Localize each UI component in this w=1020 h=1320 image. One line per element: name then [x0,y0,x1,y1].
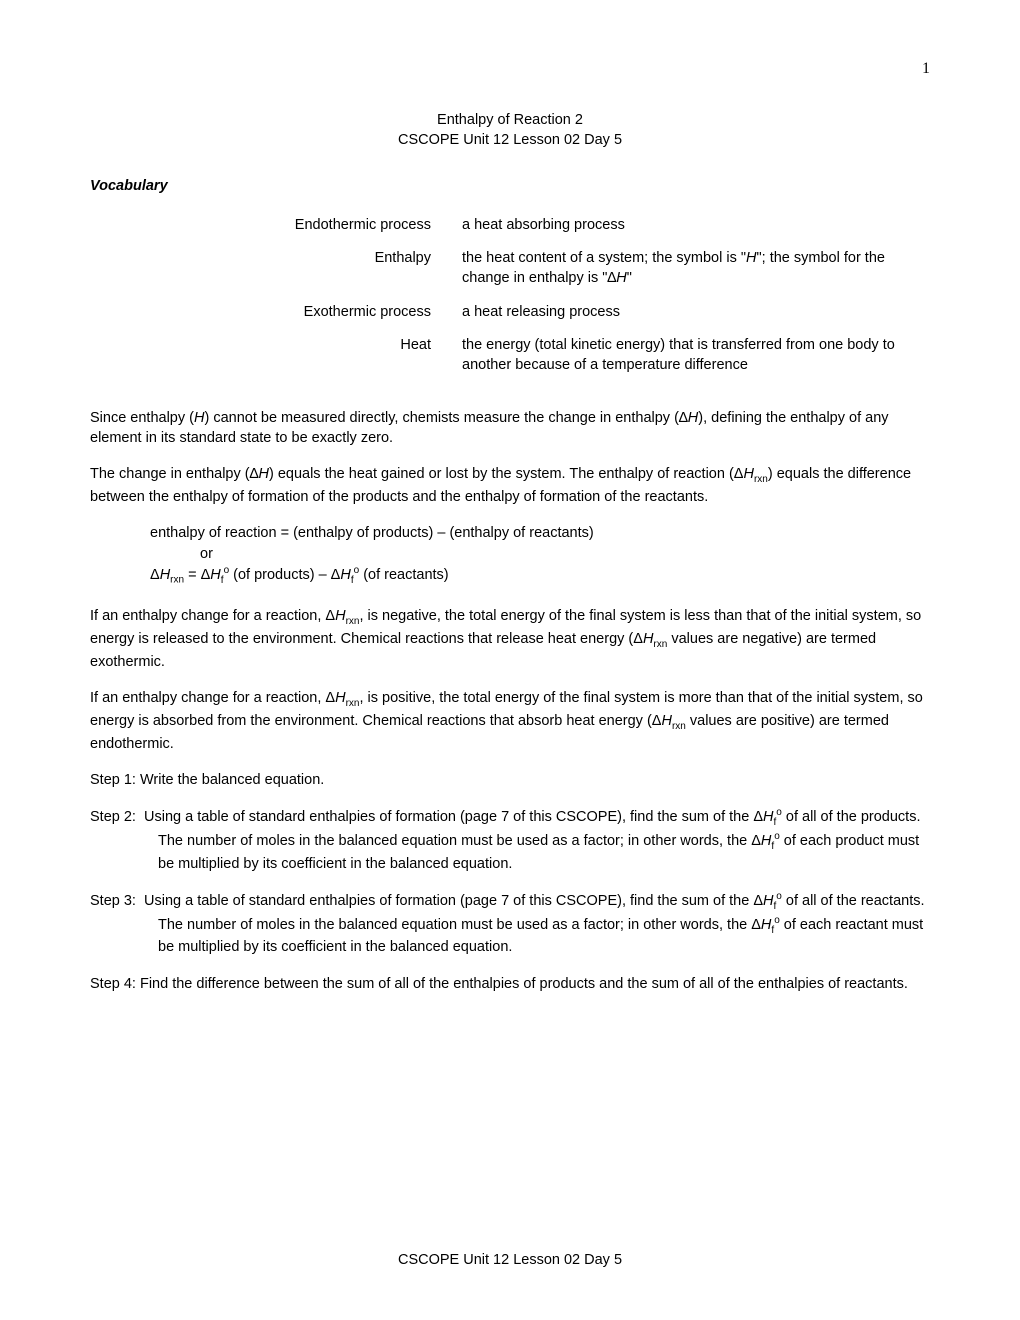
vocab-def: the heat content of a system; the symbol… [461,247,923,301]
vocab-def: a heat releasing process [461,301,923,334]
table-row: Exothermic process a heat releasing proc… [210,301,923,334]
equation-line: ΔHrxn = ΔHfo (of products) – ΔHfo (of re… [150,564,930,588]
step-3: Step 3: Using a table of standard enthal… [90,890,930,958]
paragraph: The change in enthalpy (∆H) equals the h… [90,464,930,507]
page: 1 Enthalpy of Reaction 2 CSCOPE Unit 12 … [0,0,1020,1320]
equation-line: enthalpy of reaction = (enthalpy of prod… [150,523,930,543]
step-4: Step 4: Find the difference between the … [90,974,930,994]
vocab-term: Heat [210,334,461,388]
vocab-table: Endothermic process a heat absorbing pro… [210,214,923,388]
vocab-def: a heat absorbing process [461,214,923,247]
equation-block: enthalpy of reaction = (enthalpy of prod… [150,523,930,587]
title-line-1: Enthalpy of Reaction 2 [90,110,930,130]
title-line-2: CSCOPE Unit 12 Lesson 02 Day 5 [90,130,930,150]
vocab-heading: Vocabulary [90,176,930,196]
vocab-term: Enthalpy [210,247,461,301]
equation-or: or [200,544,930,564]
paragraph: Since enthalpy (H) cannot be measured di… [90,408,930,449]
vocab-def: the energy (total kinetic energy) that i… [461,334,923,388]
paragraph: If an enthalpy change for a reaction, ΔH… [90,606,930,672]
table-row: Heat the energy (total kinetic energy) t… [210,334,923,388]
table-row: Endothermic process a heat absorbing pro… [210,214,923,247]
page-number: 1 [922,58,930,80]
title-block: Enthalpy of Reaction 2 CSCOPE Unit 12 Le… [90,110,930,151]
table-row: Enthalpy the heat content of a system; t… [210,247,923,301]
step-1: Step 1: Write the balanced equation. [90,770,930,790]
vocab-term: Endothermic process [210,214,461,247]
footer: CSCOPE Unit 12 Lesson 02 Day 5 [0,1250,1020,1270]
paragraph: If an enthalpy change for a reaction, ΔH… [90,688,930,754]
step-2: Step 2: Using a table of standard enthal… [90,806,930,874]
vocab-term: Exothermic process [210,301,461,334]
